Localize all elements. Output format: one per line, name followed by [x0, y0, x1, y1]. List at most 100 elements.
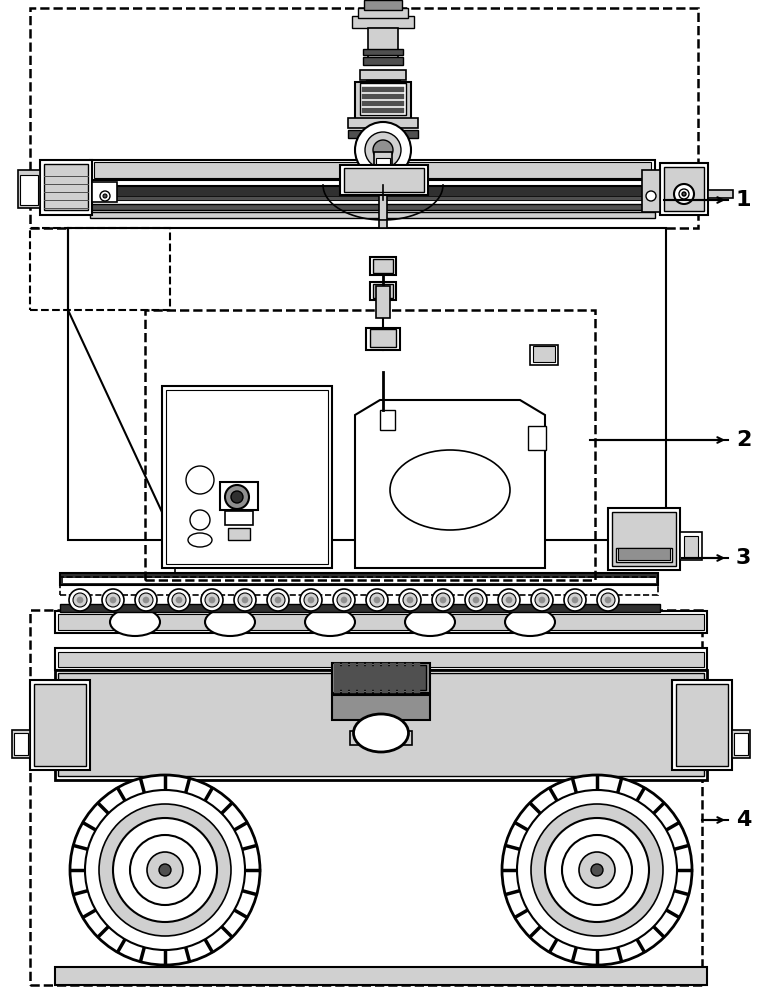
Bar: [90, 204, 655, 210]
Text: 4: 4: [736, 810, 752, 830]
Bar: [362, 101, 404, 106]
Bar: [370, 257, 396, 275]
Circle shape: [176, 597, 182, 603]
Bar: [358, 663, 364, 693]
Bar: [373, 259, 393, 273]
Circle shape: [110, 597, 116, 603]
Circle shape: [337, 593, 351, 607]
Bar: [608, 508, 680, 570]
Bar: [18, 170, 40, 208]
Bar: [55, 670, 707, 780]
Bar: [62, 577, 656, 583]
Circle shape: [365, 132, 401, 168]
Bar: [363, 57, 403, 65]
Bar: [734, 733, 748, 755]
Text: 3: 3: [736, 548, 752, 568]
Bar: [612, 512, 676, 566]
Bar: [30, 228, 170, 310]
Circle shape: [545, 818, 649, 922]
Circle shape: [531, 804, 663, 936]
Bar: [368, 28, 398, 60]
Bar: [58, 652, 704, 667]
Circle shape: [73, 593, 87, 607]
Bar: [92, 182, 117, 202]
Bar: [336, 665, 426, 690]
Bar: [34, 684, 86, 766]
Bar: [344, 168, 424, 192]
Circle shape: [333, 589, 355, 611]
Circle shape: [572, 597, 578, 603]
Bar: [660, 163, 708, 215]
Bar: [20, 175, 38, 205]
Bar: [145, 310, 595, 580]
Circle shape: [85, 790, 245, 950]
Bar: [676, 684, 728, 766]
Circle shape: [130, 835, 200, 905]
Bar: [90, 212, 655, 218]
Bar: [14, 733, 28, 755]
Circle shape: [231, 491, 243, 503]
Circle shape: [70, 775, 260, 965]
Circle shape: [147, 852, 183, 888]
Bar: [60, 604, 660, 612]
Bar: [55, 648, 707, 670]
Circle shape: [407, 597, 413, 603]
Circle shape: [366, 589, 388, 611]
Bar: [363, 49, 403, 55]
Bar: [30, 8, 698, 228]
Circle shape: [100, 191, 110, 201]
Circle shape: [539, 597, 545, 603]
Bar: [380, 410, 395, 430]
Bar: [162, 386, 332, 568]
Ellipse shape: [305, 608, 355, 636]
Bar: [370, 329, 396, 347]
Circle shape: [591, 864, 603, 876]
Ellipse shape: [353, 714, 409, 752]
Bar: [406, 663, 412, 693]
Bar: [55, 967, 707, 985]
Circle shape: [77, 597, 83, 603]
Bar: [350, 731, 372, 745]
Bar: [12, 730, 30, 758]
Bar: [60, 573, 658, 585]
Bar: [94, 162, 651, 178]
Circle shape: [403, 593, 417, 607]
Circle shape: [469, 593, 483, 607]
Bar: [390, 731, 412, 745]
Circle shape: [242, 597, 248, 603]
Bar: [355, 82, 411, 120]
Circle shape: [201, 589, 223, 611]
Text: 1: 1: [736, 190, 752, 210]
Bar: [366, 663, 372, 693]
Circle shape: [562, 835, 632, 905]
Ellipse shape: [205, 608, 255, 636]
Bar: [616, 548, 672, 562]
Bar: [90, 186, 655, 200]
Bar: [376, 286, 390, 318]
Bar: [228, 528, 250, 540]
Bar: [58, 673, 704, 776]
Bar: [90, 160, 655, 180]
Circle shape: [99, 804, 231, 936]
Bar: [732, 730, 750, 758]
Circle shape: [69, 589, 91, 611]
Circle shape: [605, 597, 611, 603]
Bar: [370, 282, 396, 300]
Circle shape: [531, 589, 553, 611]
Bar: [390, 663, 396, 693]
Bar: [362, 87, 404, 92]
Bar: [332, 695, 430, 720]
Circle shape: [139, 593, 153, 607]
Bar: [60, 577, 658, 595]
Circle shape: [601, 593, 615, 607]
Circle shape: [304, 593, 318, 607]
Bar: [362, 94, 404, 99]
Bar: [225, 511, 253, 525]
Circle shape: [106, 593, 120, 607]
Bar: [30, 610, 702, 985]
Bar: [342, 663, 348, 693]
Polygon shape: [355, 400, 545, 568]
Bar: [684, 536, 698, 558]
Circle shape: [186, 466, 214, 494]
Circle shape: [370, 593, 384, 607]
